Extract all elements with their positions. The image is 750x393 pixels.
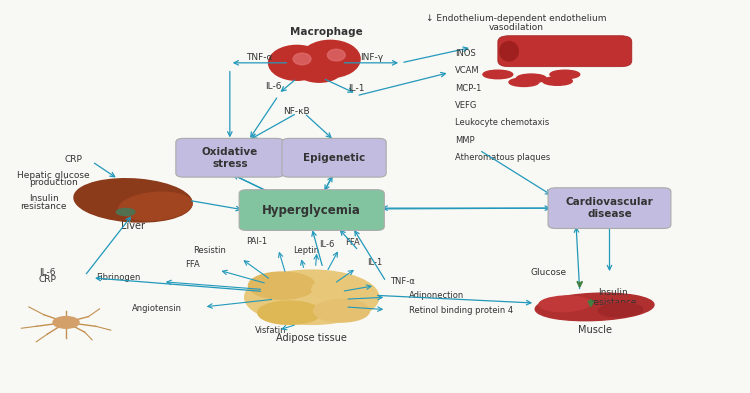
Text: IL-1: IL-1 xyxy=(348,84,364,92)
Ellipse shape xyxy=(517,74,546,83)
Text: IL-1: IL-1 xyxy=(368,258,382,267)
Text: VEFG: VEFG xyxy=(455,101,478,110)
FancyBboxPatch shape xyxy=(239,190,384,230)
Text: FFA: FFA xyxy=(345,239,360,248)
Text: ↓ Endothelium-dependent endothelium: ↓ Endothelium-dependent endothelium xyxy=(426,14,607,23)
Text: Visfatin: Visfatin xyxy=(255,326,286,335)
Ellipse shape xyxy=(500,42,518,61)
FancyBboxPatch shape xyxy=(176,138,284,177)
Ellipse shape xyxy=(244,270,379,324)
Ellipse shape xyxy=(268,46,325,80)
Text: IL-6: IL-6 xyxy=(265,82,281,90)
Text: Leptin: Leptin xyxy=(293,246,320,255)
Text: Adiponection: Adiponection xyxy=(409,291,464,300)
Text: INF-γ: INF-γ xyxy=(360,53,382,62)
Text: MCP-1: MCP-1 xyxy=(455,84,482,92)
Text: resistance: resistance xyxy=(20,202,67,211)
Ellipse shape xyxy=(53,317,79,328)
FancyBboxPatch shape xyxy=(282,138,386,177)
Text: NF-κB: NF-κB xyxy=(284,107,310,116)
Ellipse shape xyxy=(327,49,345,61)
Text: production: production xyxy=(29,178,78,187)
FancyBboxPatch shape xyxy=(498,36,632,67)
Ellipse shape xyxy=(542,77,572,85)
Text: Leukocyte chemotaxis: Leukocyte chemotaxis xyxy=(455,118,550,127)
Text: Hepatic glucose: Hepatic glucose xyxy=(17,171,90,180)
Text: TNF-α: TNF-α xyxy=(390,277,415,286)
Text: MMP: MMP xyxy=(455,136,475,145)
Text: Hyperglycemia: Hyperglycemia xyxy=(262,204,362,217)
Ellipse shape xyxy=(258,301,321,324)
Text: Insulin
resistance: Insulin resistance xyxy=(590,288,637,307)
Ellipse shape xyxy=(598,303,643,317)
Text: INOS: INOS xyxy=(455,49,476,58)
Text: Epigenetic: Epigenetic xyxy=(303,153,365,163)
Ellipse shape xyxy=(293,53,311,65)
Ellipse shape xyxy=(248,272,316,299)
Text: Atheromatous plaques: Atheromatous plaques xyxy=(455,153,550,162)
Text: FFA: FFA xyxy=(185,260,200,269)
Ellipse shape xyxy=(509,78,538,86)
Text: IL-6: IL-6 xyxy=(320,241,334,250)
Text: VCAM: VCAM xyxy=(455,66,480,75)
Text: Oxidative
stress: Oxidative stress xyxy=(202,147,258,169)
Text: Adipose tissue: Adipose tissue xyxy=(276,333,347,343)
Ellipse shape xyxy=(118,192,192,220)
Text: Fibrinogen: Fibrinogen xyxy=(96,274,140,282)
Text: Liver: Liver xyxy=(121,220,145,231)
Text: TNF-α: TNF-α xyxy=(246,53,273,62)
Ellipse shape xyxy=(536,293,654,321)
Ellipse shape xyxy=(611,42,630,61)
Ellipse shape xyxy=(550,70,580,79)
Ellipse shape xyxy=(301,40,360,77)
Ellipse shape xyxy=(312,277,371,302)
Text: Angiotensin: Angiotensin xyxy=(131,304,182,313)
Ellipse shape xyxy=(116,209,135,215)
Text: Cardiovascular
disease: Cardiovascular disease xyxy=(566,197,653,219)
FancyBboxPatch shape xyxy=(548,188,671,228)
Text: Glucose: Glucose xyxy=(530,268,566,277)
Text: Insulin: Insulin xyxy=(28,194,58,203)
Text: CRP: CRP xyxy=(38,275,56,284)
Text: Macrophage: Macrophage xyxy=(290,27,363,37)
Ellipse shape xyxy=(538,296,591,312)
Text: Muscle: Muscle xyxy=(578,325,611,335)
Text: Resistin: Resistin xyxy=(194,246,226,255)
Text: vasodilation: vasodilation xyxy=(489,24,544,33)
Text: CRP: CRP xyxy=(64,155,82,164)
Ellipse shape xyxy=(74,179,192,222)
Ellipse shape xyxy=(314,299,370,322)
Text: PAI-1: PAI-1 xyxy=(246,237,267,246)
Ellipse shape xyxy=(483,70,513,79)
Text: Retinol binding protein 4: Retinol binding protein 4 xyxy=(409,306,513,315)
Text: IL-6: IL-6 xyxy=(39,268,56,277)
Ellipse shape xyxy=(297,59,341,82)
